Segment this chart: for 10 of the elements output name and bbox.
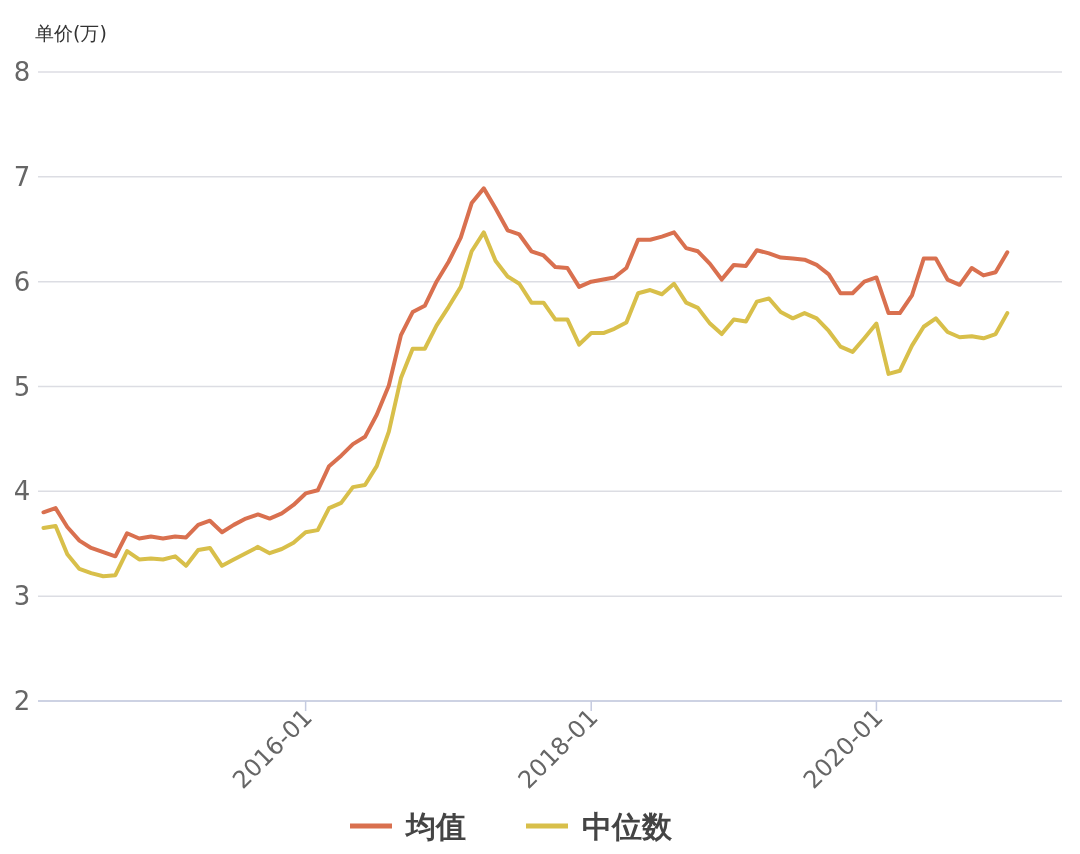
y-tick-label: 5	[13, 371, 31, 402]
y-tick-label: 7	[13, 161, 31, 192]
y-tick-label: 3	[13, 581, 31, 612]
y-tick-label: 4	[13, 476, 31, 507]
legend-label: 中位数	[582, 809, 673, 844]
y-tick-label: 2	[13, 686, 31, 716]
legend-label: 均值	[404, 809, 466, 844]
y-axis-title: 单价(万)	[35, 22, 107, 44]
y-tick-label: 8	[13, 57, 31, 87]
y-tick-label: 6	[13, 266, 31, 297]
